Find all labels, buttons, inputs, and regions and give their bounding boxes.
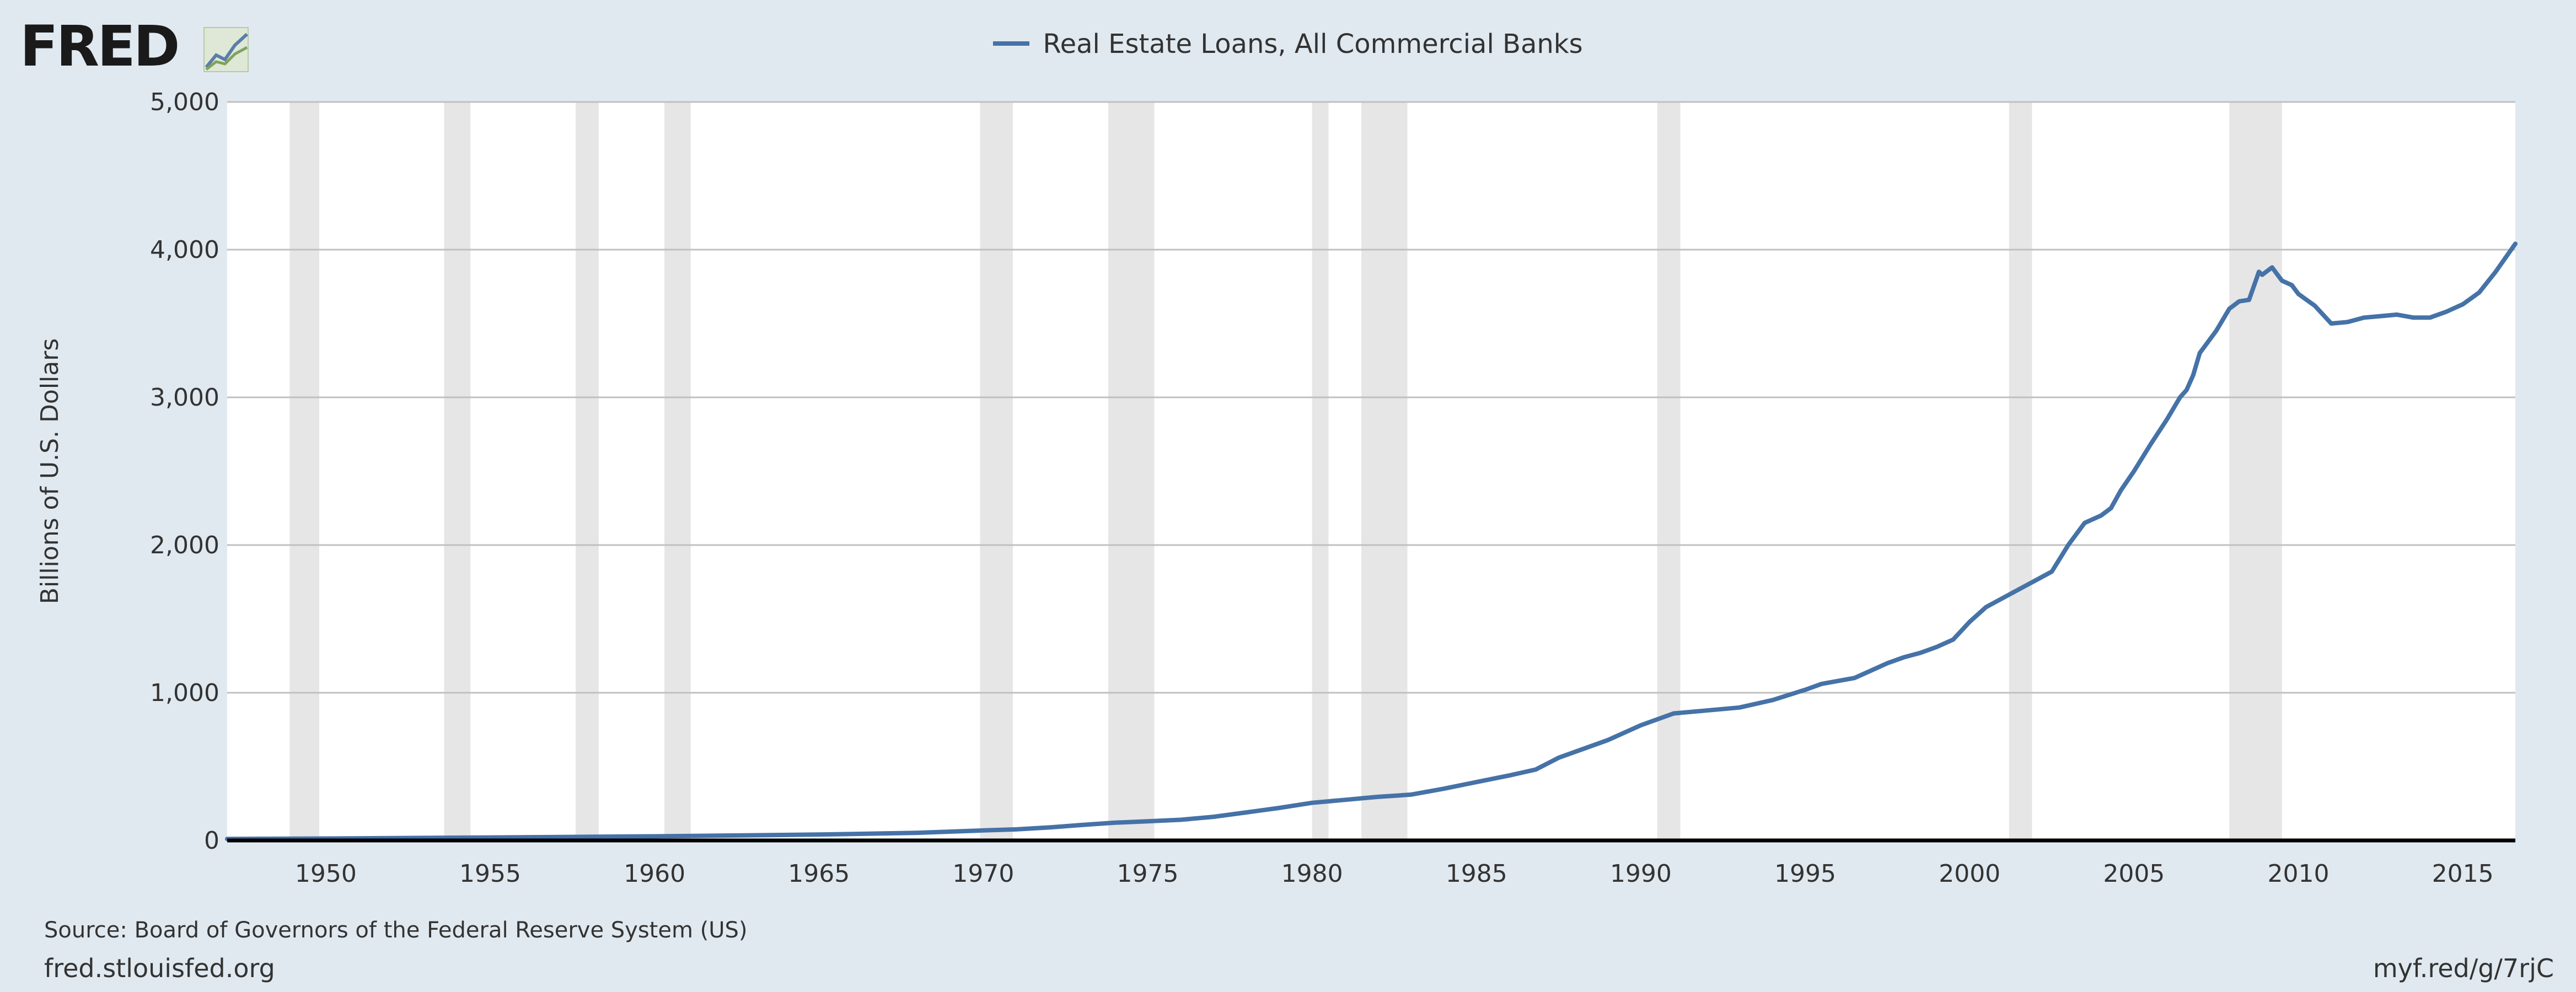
recession-band-0 <box>289 102 319 840</box>
y-tick-label-3000: 3,000 <box>150 384 219 412</box>
x-tick-label-1955: 1955 <box>459 860 521 888</box>
x-tick-label-2000: 2000 <box>1939 860 2000 888</box>
x-tick-label-2015: 2015 <box>2432 860 2494 888</box>
legend-series-swatch <box>993 41 1030 46</box>
recession-band-3 <box>664 102 691 840</box>
x-tick-label-1950: 1950 <box>295 860 357 888</box>
recession-band-6 <box>1312 102 1329 840</box>
y-axis-tick-labels: 0 1,000 2,000 3,000 4,000 5,000 <box>150 88 219 855</box>
recession-band-9 <box>2009 102 2032 840</box>
x-axis-tick-labels: 1950 1955 1960 1965 1970 1975 1980 1985 1990 1995… <box>295 860 2494 888</box>
x-tick-label-1985: 1985 <box>1446 860 1507 888</box>
y-axis-title: Billions of U.S. Dollars <box>36 338 64 605</box>
recession-band-2 <box>576 102 599 840</box>
x-tick-label-2005: 2005 <box>2103 860 2165 888</box>
y-tick-label-4000: 4,000 <box>150 236 219 264</box>
recession-band-4 <box>980 102 1013 840</box>
fred-logo[interactable]: FRED <box>20 17 257 77</box>
recession-bands <box>289 102 2282 840</box>
x-tick-label-1975: 1975 <box>1117 860 1179 888</box>
y-tick-label-5000: 5,000 <box>150 88 219 116</box>
source-note: Source: Board of Governors of the Federa… <box>44 918 748 943</box>
x-tick-label-1990: 1990 <box>1610 860 1672 888</box>
x-tick-label-1965: 1965 <box>788 860 850 888</box>
x-tick-label-1970: 1970 <box>952 860 1014 888</box>
short-link[interactable]: myf.red/g/7rjC <box>2373 953 2554 983</box>
x-tick-label-2010: 2010 <box>2267 860 2329 888</box>
recession-band-8 <box>1657 102 1681 840</box>
fred-logo-chart-icon <box>203 27 249 72</box>
x-tick-label-1980: 1980 <box>1281 860 1343 888</box>
y-tick-label-0: 0 <box>204 827 219 855</box>
recession-band-7 <box>1361 102 1408 840</box>
x-tick-label-1960: 1960 <box>624 860 685 888</box>
recession-band-10 <box>2229 102 2282 840</box>
y-tick-label-2000: 2,000 <box>150 531 219 559</box>
recession-band-5 <box>1108 102 1155 840</box>
x-tick-label-1995: 1995 <box>1774 860 1836 888</box>
legend-series-label: Real Estate Loans, All Commercial Banks <box>1043 29 1583 60</box>
series-line <box>225 241 2518 842</box>
chart-legend[interactable]: Real Estate Loans, All Commercial Banks <box>0 26 2576 62</box>
fred-site-link[interactable]: fred.stlouisfed.org <box>44 953 275 983</box>
fred-logo-text: FRED <box>20 14 180 79</box>
gridlines <box>227 101 2515 694</box>
y-tick-label-1000: 1,000 <box>150 679 219 707</box>
recession-band-1 <box>444 102 471 840</box>
